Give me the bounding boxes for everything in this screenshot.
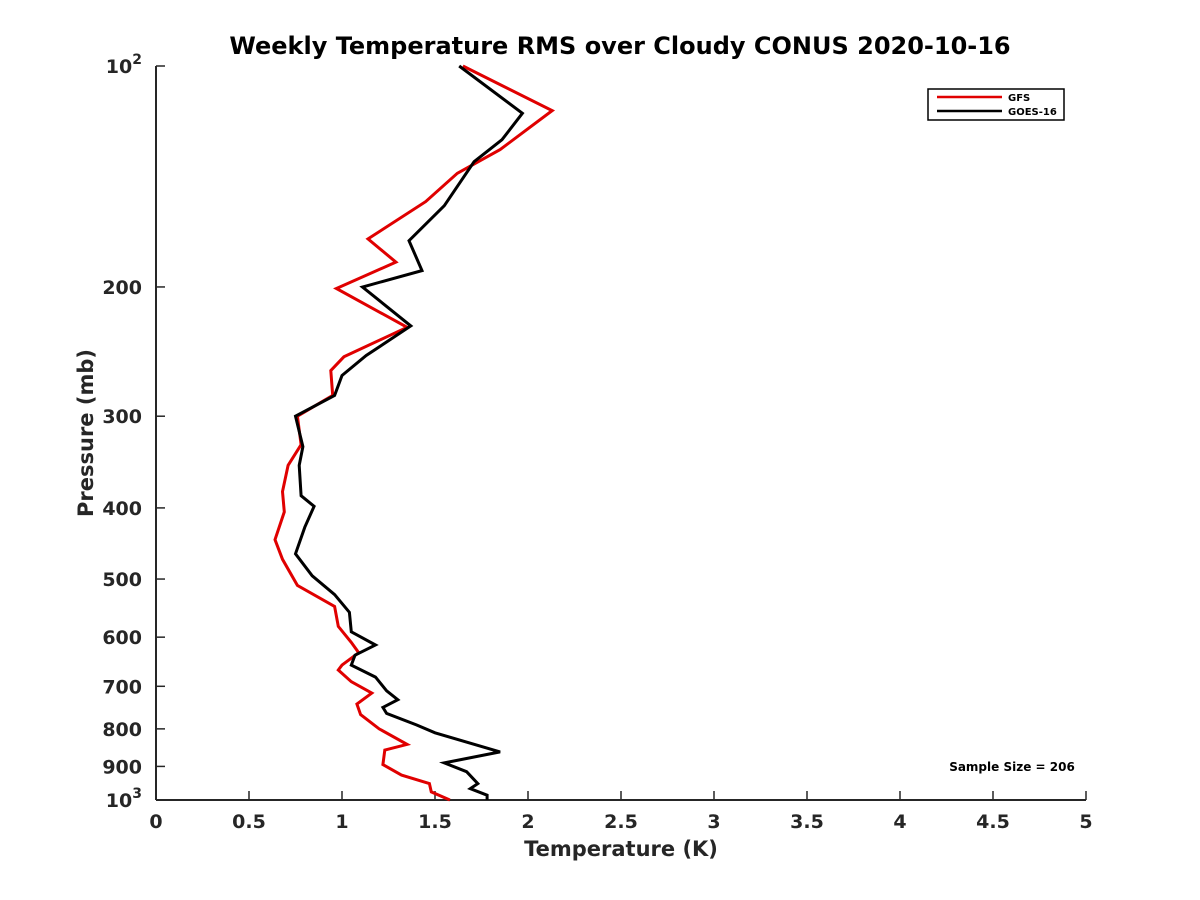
y-tick-label: 102 <box>106 52 142 78</box>
y-tick-label-base: 10 <box>106 790 132 812</box>
x-tick-label: 0 <box>149 811 162 833</box>
x-tick-label: 3 <box>707 811 720 833</box>
legend-label: GOES-16 <box>1008 107 1057 118</box>
sample-size-annotation: Sample Size = 206 <box>949 760 1075 774</box>
legend: GFS GOES-16 <box>927 88 1065 121</box>
y-tick-label-base: 900 <box>102 756 142 778</box>
y-tick-label: 900 <box>102 756 142 778</box>
chart-title: Weekly Temperature RMS over Cloudy CONUS… <box>229 32 1010 60</box>
y-tick-label-base: 500 <box>102 569 142 591</box>
y-tick-label: 500 <box>102 569 142 591</box>
x-tick-label: 3.5 <box>790 811 824 833</box>
y-tick-label-exponent: 2 <box>132 52 142 68</box>
y-tick-label-exponent: 3 <box>132 786 142 802</box>
y-tick-label: 103 <box>106 786 142 812</box>
x-tick-label: 2 <box>521 811 534 833</box>
y-tick-label: 600 <box>102 627 142 649</box>
y-tick-label-base: 700 <box>102 676 142 698</box>
x-ticks: 0 0.5 1 1.5 2 2.5 3 3.5 4 4.5 5 <box>149 791 1093 833</box>
y-tick-label: 800 <box>102 719 142 741</box>
y-axis-title: Pressure (mb) <box>74 349 98 517</box>
y-tick-label-base: 10 <box>106 56 132 78</box>
x-axis-title: Temperature (K) <box>524 837 718 861</box>
axes <box>155 66 1086 801</box>
x-tick-label: 1 <box>335 811 348 833</box>
x-tick-label: 5 <box>1079 811 1092 833</box>
y-tick-label-base: 200 <box>102 277 142 299</box>
series-line-gfs <box>273 64 556 802</box>
x-tick-label: 4.5 <box>976 811 1010 833</box>
y-tick-label: 200 <box>102 277 142 299</box>
x-tick-label: 1.5 <box>418 811 452 833</box>
x-tick-label: 0.5 <box>232 811 266 833</box>
series-line-goes-16 <box>293 64 525 800</box>
y-tick-label: 400 <box>102 498 142 520</box>
y-tick-label: 300 <box>102 406 142 428</box>
x-tick-label: 4 <box>893 811 906 833</box>
x-tick-label: 2.5 <box>604 811 638 833</box>
y-tick-label: 700 <box>102 676 142 698</box>
y-tick-label-base: 400 <box>102 498 142 520</box>
legend-label: GFS <box>1008 93 1030 104</box>
legend-box <box>927 88 1065 121</box>
series-lines <box>273 64 556 802</box>
y-tick-label-base: 800 <box>102 719 142 741</box>
y-tick-label-base: 600 <box>102 627 142 649</box>
y-tick-label-base: 300 <box>102 406 142 428</box>
